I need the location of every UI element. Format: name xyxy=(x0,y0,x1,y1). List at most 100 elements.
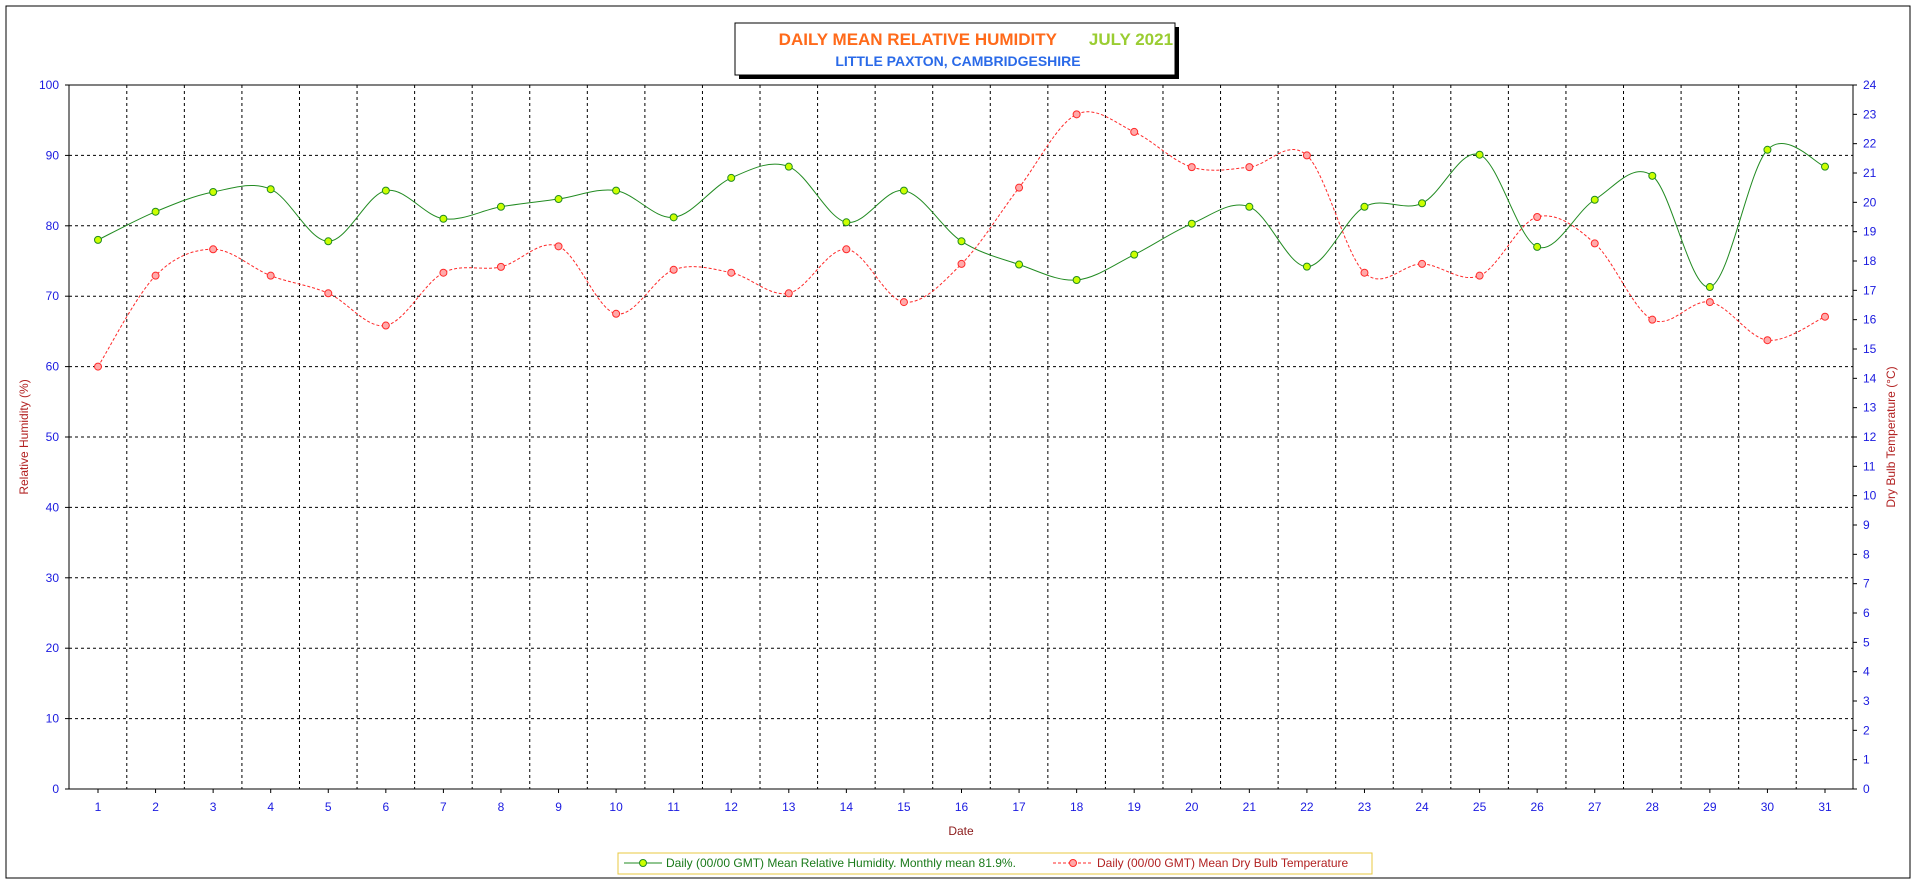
humidity-point xyxy=(957,237,966,246)
temperature-point xyxy=(266,271,275,280)
humidity-point xyxy=(94,235,102,244)
x-tick-label: 24 xyxy=(1415,800,1429,814)
temperature-point xyxy=(1130,127,1139,136)
temperature-point xyxy=(727,268,736,277)
humidity-point xyxy=(1821,162,1829,171)
temperature-point xyxy=(1590,239,1599,248)
y2-tick-label: 21 xyxy=(1863,166,1877,180)
x-tick-label: 3 xyxy=(210,800,217,814)
y2-tick-label: 6 xyxy=(1863,606,1870,620)
legend-label-humidity: Daily (00/00 GMT) Mean Relative Humidity… xyxy=(666,856,1016,870)
temperature-point xyxy=(209,245,218,254)
y2-tick-label: 8 xyxy=(1863,547,1870,561)
humidity-point xyxy=(612,186,621,195)
legend-frame xyxy=(617,852,1373,875)
x-tick-label: 21 xyxy=(1243,800,1257,814)
humidity-point xyxy=(554,195,563,204)
x-tick-label: 2 xyxy=(152,800,159,814)
y-tick-label: 60 xyxy=(46,360,60,374)
y2-tick-label: 3 xyxy=(1863,694,1870,708)
temperature-point xyxy=(496,262,505,271)
y2-tick-label: 20 xyxy=(1863,195,1877,209)
x-tick-label: 18 xyxy=(1070,800,1084,814)
x-tick-label: 6 xyxy=(382,800,389,814)
temperature-point xyxy=(381,321,390,330)
x-tick-label: 12 xyxy=(725,800,739,814)
temperature-point xyxy=(1072,110,1081,119)
humidity-point xyxy=(1763,145,1772,154)
humidity-point xyxy=(1705,283,1714,292)
temperature-point xyxy=(1360,268,1369,277)
humidity-point xyxy=(496,202,505,211)
humidity-point xyxy=(266,185,275,194)
x-tick-label: 30 xyxy=(1761,800,1775,814)
humidity-point xyxy=(1302,262,1311,271)
humidity-point xyxy=(1418,199,1427,208)
x-tick-label: 11 xyxy=(667,800,680,814)
tick-labels: 0102030405060708090100012345678910111213… xyxy=(39,78,1877,814)
x-tick-label: 22 xyxy=(1300,800,1314,814)
legend-swatch-temperature-marker xyxy=(1069,859,1077,867)
y-tick-label: 100 xyxy=(39,78,59,92)
humidity-point xyxy=(1072,276,1081,285)
temperature-point xyxy=(94,362,102,371)
y-tick-label: 80 xyxy=(46,219,60,233)
humidity-point xyxy=(1648,171,1657,180)
temperature-point xyxy=(1187,163,1196,172)
x-tick-label: 10 xyxy=(609,800,623,814)
y-tick-label: 40 xyxy=(46,500,60,514)
humidity-point xyxy=(899,186,908,195)
y2-tick-label: 18 xyxy=(1863,254,1877,268)
y-tick-label: 70 xyxy=(46,289,60,303)
humidity-point xyxy=(1015,260,1024,269)
temperature-point xyxy=(1763,336,1772,345)
x-tick-label: 8 xyxy=(498,800,505,814)
y2-tick-label: 23 xyxy=(1863,107,1877,121)
y2-tick-label: 17 xyxy=(1863,283,1877,297)
x-tick-label: 4 xyxy=(267,800,274,814)
humidity-series-line xyxy=(97,143,1826,288)
x-tick-label: 29 xyxy=(1703,800,1717,814)
temperature-point xyxy=(899,298,908,307)
y2-tick-label: 0 xyxy=(1863,782,1870,796)
humidity-point xyxy=(842,218,851,227)
y2-axis-title: Dry Bulb Temperature (°C) xyxy=(1884,366,1898,507)
temperature-point xyxy=(554,242,563,251)
y2-tick-label: 5 xyxy=(1863,635,1870,649)
legend: Daily (00/00 GMT) Mean Relative Humidity… xyxy=(617,852,1373,875)
x-tick-label: 9 xyxy=(555,800,562,814)
y2-tick-label: 13 xyxy=(1863,401,1877,415)
humidity-point xyxy=(209,188,218,197)
y-tick-label: 10 xyxy=(46,712,60,726)
y-tick-label: 0 xyxy=(52,782,59,796)
x-tick-label: 20 xyxy=(1185,800,1199,814)
y2-tick-label: 9 xyxy=(1863,518,1870,532)
humidity-point xyxy=(1475,150,1484,159)
temperature-point xyxy=(842,245,851,254)
y2-tick-label: 2 xyxy=(1863,723,1870,737)
temperature-point xyxy=(669,265,678,274)
temperature-point xyxy=(324,289,333,298)
x-tick-label: 25 xyxy=(1473,800,1487,814)
temperature-point xyxy=(1015,183,1024,192)
plot-area xyxy=(68,84,1854,790)
grid-lines xyxy=(65,84,1857,793)
chart-subtitle: LITTLE PAXTON, CAMBRIDGESHIRE xyxy=(835,53,1080,69)
y2-tick-label: 14 xyxy=(1863,371,1877,385)
x-tick-label: 31 xyxy=(1818,800,1832,814)
x-tick-label: 28 xyxy=(1646,800,1660,814)
x-tick-label: 19 xyxy=(1128,800,1142,814)
y2-tick-label: 12 xyxy=(1863,430,1877,444)
x-tick-label: 16 xyxy=(955,800,969,814)
y-tick-label: 30 xyxy=(46,571,60,585)
chart-title: DAILY MEAN RELATIVE HUMIDITY xyxy=(779,30,1058,49)
y2-tick-label: 15 xyxy=(1863,342,1877,356)
y-tick-label: 20 xyxy=(46,641,60,655)
temperature-point xyxy=(1245,163,1254,172)
temperature-point xyxy=(1302,151,1311,160)
y2-tick-label: 11 xyxy=(1863,459,1876,473)
temperature-point xyxy=(151,271,160,280)
legend-swatch-humidity-marker xyxy=(639,859,647,867)
temperature-point xyxy=(1533,213,1542,221)
